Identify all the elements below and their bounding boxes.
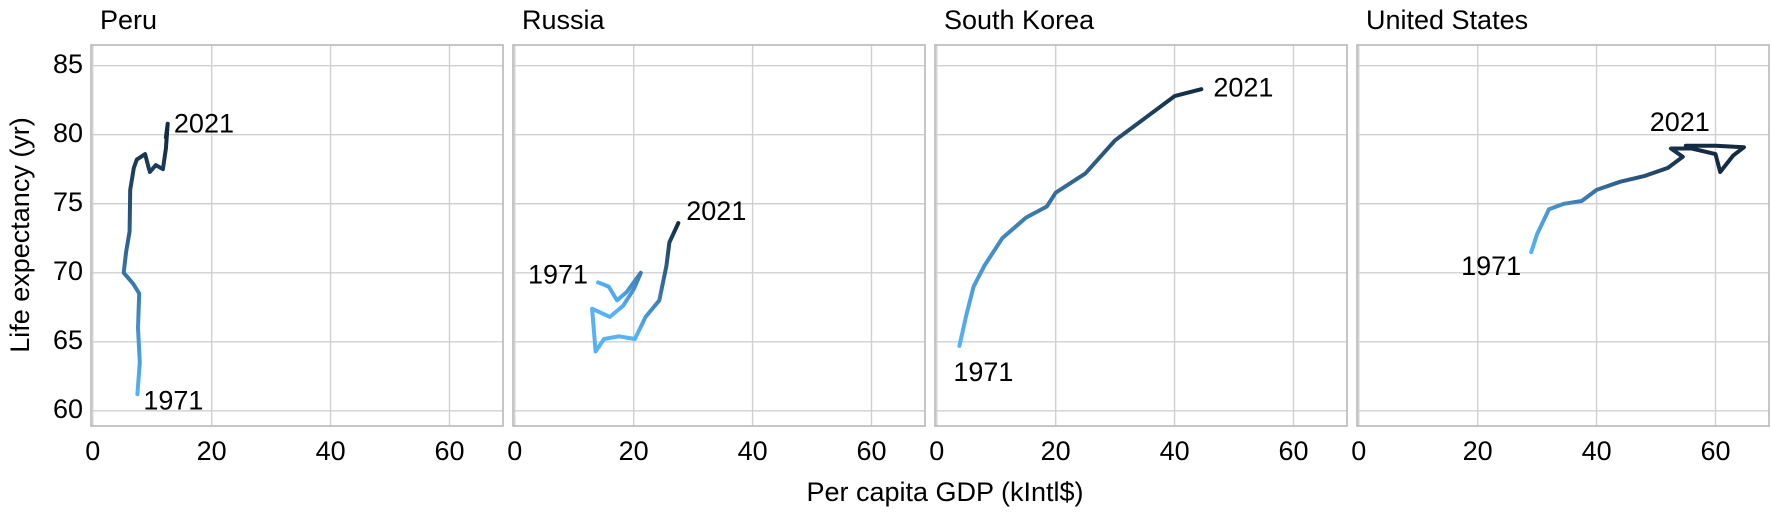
x-tick-label: 0	[1351, 436, 1366, 466]
x-tick-label: 60	[1700, 436, 1730, 466]
y-tick-label: 75	[53, 187, 83, 217]
y-tick-label: 85	[53, 49, 83, 79]
x-tick-label: 40	[1582, 436, 1612, 466]
data-line	[590, 221, 681, 354]
data-line	[121, 121, 170, 397]
x-tick-label: 20	[1041, 436, 1071, 466]
x-tick-label: 60	[1278, 436, 1308, 466]
panel-frame	[934, 44, 1348, 427]
panel-frame	[512, 44, 926, 427]
point-annotation: 1971	[1461, 251, 1521, 281]
y-tick-label: 60	[53, 394, 83, 424]
x-tick-label: 60	[856, 436, 886, 466]
panel-title: United States	[1366, 5, 1528, 35]
point-annotation: 2021	[686, 196, 746, 226]
panel-frame	[90, 44, 504, 427]
x-tick-label: 20	[197, 436, 227, 466]
y-tick-label: 65	[53, 325, 83, 355]
x-tick-label: 40	[738, 436, 768, 466]
data-line	[957, 87, 1204, 348]
point-annotation: 2021	[174, 109, 234, 139]
y-tick-label: 70	[53, 256, 83, 286]
x-tick-label: 60	[434, 436, 464, 466]
x-tick-label: 0	[85, 436, 100, 466]
x-tick-label: 40	[316, 436, 346, 466]
x-tick-label: 0	[507, 436, 522, 466]
panel-title: Russia	[522, 5, 606, 35]
point-annotation: 1971	[528, 260, 588, 290]
point-annotation: 1971	[143, 385, 203, 415]
panel-frame	[1356, 44, 1770, 427]
point-annotation: 2021	[1213, 72, 1273, 102]
panel-title: Peru	[100, 5, 157, 35]
x-axis-label: Per capita GDP (kIntl$)	[806, 477, 1083, 507]
y-axis-label: Life expectancy (yr)	[5, 117, 35, 353]
y-tick-label: 80	[53, 118, 83, 148]
x-tick-label: 0	[929, 436, 944, 466]
panel-title: South Korea	[944, 5, 1095, 35]
data-line	[1529, 143, 1746, 255]
point-annotation: 1971	[953, 357, 1013, 387]
point-annotation: 2021	[1650, 107, 1710, 137]
x-tick-label: 20	[619, 436, 649, 466]
x-tick-label: 40	[1160, 436, 1190, 466]
x-tick-label: 20	[1463, 436, 1493, 466]
